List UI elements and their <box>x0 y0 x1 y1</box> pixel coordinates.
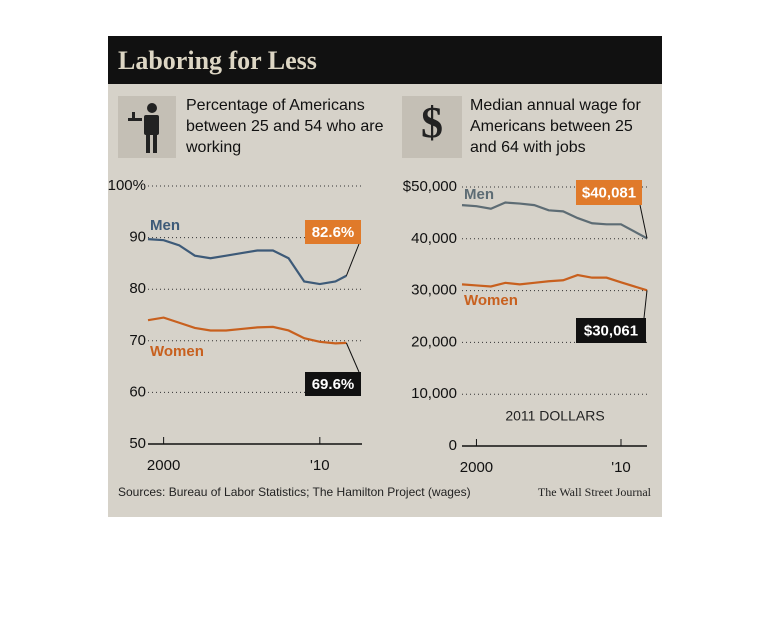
leader <box>345 342 360 373</box>
y-tick-label: $50,000 <box>403 178 457 195</box>
x-tick-label: 2000 <box>147 457 180 474</box>
series-line <box>461 273 648 292</box>
y-tick-label: 30,000 <box>411 282 457 299</box>
y-tick-label: 100% <box>108 177 146 194</box>
value-label-box <box>305 220 361 244</box>
title: Laboring for Less <box>118 46 317 75</box>
series-name: Men <box>464 186 494 203</box>
value-label-box <box>576 318 646 343</box>
x-tick-label: '10 <box>310 457 330 474</box>
card <box>108 36 662 517</box>
panel-title: Median annual wage for Americans between … <box>470 97 641 156</box>
x-tick-label: '10 <box>611 459 631 476</box>
series-name: Women <box>464 292 518 309</box>
source: Sources: Bureau of Labor Statistics; The… <box>118 485 471 499</box>
panel-title: Percentage of Americans between 25 and 54… <box>185 97 384 156</box>
y-tick-label: 80 <box>129 280 146 297</box>
leader <box>643 290 648 319</box>
credit: The Wall Street Journal <box>538 485 652 499</box>
icon-box <box>402 96 462 158</box>
y-tick-label: 60 <box>129 383 146 400</box>
series-line <box>461 201 648 240</box>
y-tick-label: 70 <box>129 332 146 349</box>
y-tick-label: 20,000 <box>411 333 457 350</box>
y-tick-label: 50 <box>129 435 146 452</box>
value-label-box <box>576 180 642 205</box>
y-tick-label: 90 <box>129 229 146 246</box>
leader <box>345 243 360 276</box>
person-icon <box>128 103 159 153</box>
series-name: Women <box>150 343 204 360</box>
dollar-icon: $ <box>421 98 443 147</box>
title-bar <box>108 36 662 84</box>
y-tick-label: 0 <box>449 437 457 454</box>
value-label: $30,061 <box>584 322 638 339</box>
value-label: 69.6% <box>312 376 355 393</box>
y-tick-label: 40,000 <box>411 230 457 247</box>
note: 2011 DOLLARS <box>505 408 604 424</box>
value-label: 82.6% <box>312 224 355 241</box>
value-label-box <box>305 372 361 396</box>
y-tick-label: 10,000 <box>411 385 457 402</box>
x-tick-label: 2000 <box>460 459 493 476</box>
series-line <box>147 238 347 286</box>
value-label: $40,081 <box>582 184 636 201</box>
series-name: Men <box>150 217 180 234</box>
series-line <box>147 316 347 345</box>
leader <box>639 204 648 239</box>
